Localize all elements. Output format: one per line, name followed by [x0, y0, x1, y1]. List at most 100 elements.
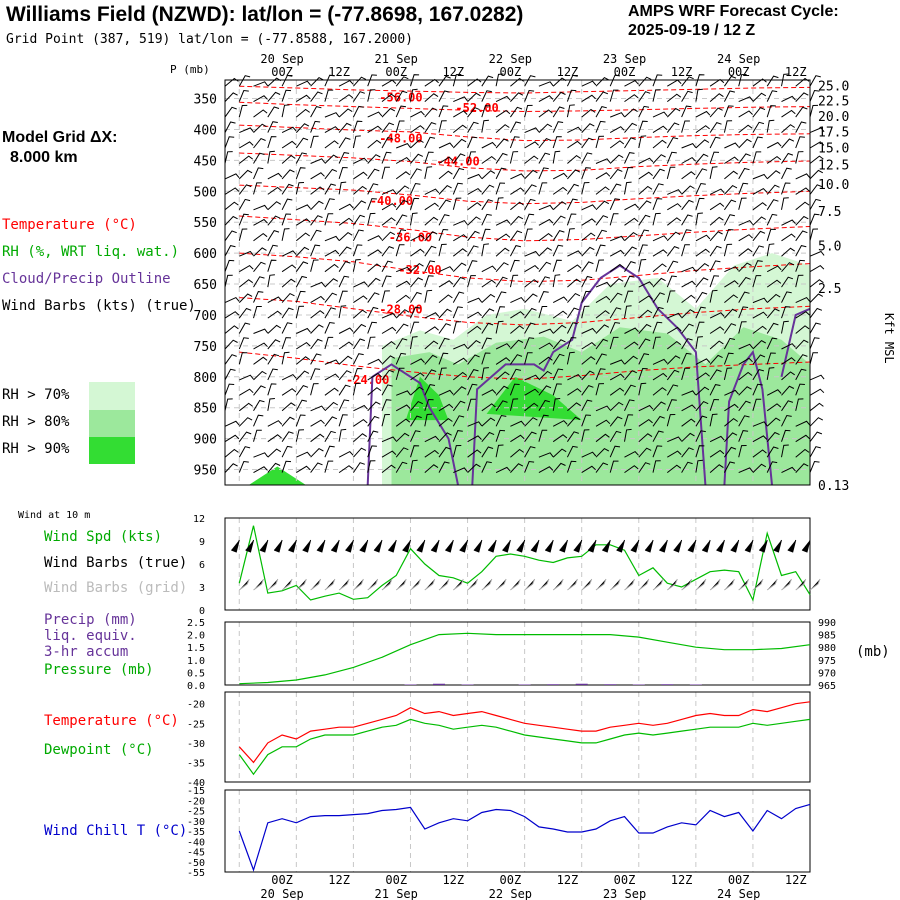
- wind-barb: [238, 228, 248, 241]
- wind-barb: [495, 219, 511, 226]
- wind-barb: [295, 108, 310, 118]
- wind-barb: [538, 356, 553, 365]
- wind-barb: [666, 275, 677, 288]
- wind-barb: [723, 199, 737, 211]
- wind-barb-grid: [624, 578, 635, 591]
- wind-barb: [595, 295, 611, 304]
- wind-barb: [438, 294, 453, 303]
- wind-barb: [595, 244, 606, 257]
- wind-barb: [766, 105, 776, 118]
- wind-barb: [295, 275, 308, 288]
- bottom-hour-label: 12Z: [785, 873, 807, 887]
- wind-barb: [781, 152, 794, 164]
- wind-barb: [495, 429, 506, 442]
- wind-barb: [381, 312, 397, 319]
- wind-barb: [310, 135, 319, 149]
- wind-barb: [281, 402, 296, 412]
- wind-barb: [524, 352, 533, 365]
- wind-barb: [552, 77, 567, 87]
- wind-barb: [324, 198, 335, 210]
- bottom-hour-label: 12Z: [671, 873, 693, 887]
- bottom-date-label: 24 Sep: [717, 887, 760, 900]
- wind-barb: [338, 181, 347, 195]
- wind-barb-true: [616, 539, 625, 553]
- wind-barb: [809, 104, 819, 118]
- wind-panel-tick-label: 12: [193, 514, 205, 525]
- wind-barb: [638, 76, 652, 87]
- wind-barb: [566, 74, 578, 87]
- wind-barb-grid: [296, 578, 307, 591]
- wind-barb: [681, 294, 696, 303]
- wind-barb: [310, 172, 325, 180]
- wind-barb: [310, 447, 324, 458]
- wind-barb: [638, 259, 647, 272]
- wind-barb: [595, 281, 611, 288]
- wind-barb: [495, 385, 509, 396]
- wind-barb-true: [359, 539, 369, 553]
- wind-barb: [809, 279, 824, 288]
- bottom-date-label: 21 Sep: [375, 887, 418, 900]
- wind-barb: [524, 184, 537, 195]
- wind-barb: [281, 388, 297, 396]
- wind-barb: [438, 446, 451, 458]
- wind-barb: [667, 326, 682, 334]
- wind-barb: [638, 105, 650, 118]
- wind-barb: [452, 445, 462, 458]
- wind-barb: [324, 140, 339, 149]
- wind-barb: [809, 402, 824, 412]
- windchill-panel-tick-label: -40: [187, 837, 205, 848]
- wind-barb: [438, 199, 451, 211]
- wind-barb: [781, 95, 796, 103]
- wind-barb: [467, 107, 480, 118]
- wind-barb: [638, 338, 651, 350]
- wind-barb: [381, 231, 396, 242]
- wind-barb: [524, 104, 533, 118]
- wind-barb: [766, 279, 782, 288]
- wind-barb: [324, 430, 336, 442]
- wind-barb: [766, 308, 780, 319]
- windchill-panel-tick-label: -25: [187, 807, 205, 818]
- wind-barb: [324, 278, 339, 288]
- wind-barb: [424, 289, 433, 303]
- wind-barb: [281, 307, 294, 319]
- wind-barb: [367, 277, 381, 288]
- wind-barb: [795, 121, 807, 133]
- wind-barb: [595, 120, 606, 133]
- wind-barb: [338, 428, 347, 442]
- wind-barb: [695, 386, 710, 396]
- wind-barb: [652, 198, 663, 210]
- wind-barb: [766, 155, 782, 164]
- wind-barb: [495, 320, 504, 334]
- wind-barb: [581, 465, 596, 474]
- pressure-tick-label: 450: [194, 154, 217, 169]
- wind-barb: [781, 414, 792, 427]
- wind-barb: [295, 385, 309, 396]
- wind-barb: [566, 337, 577, 350]
- wind-barb: [281, 154, 296, 164]
- temperature-contour-label: -24.00: [346, 373, 389, 387]
- wind-barb: [595, 447, 610, 458]
- wind-barb: [338, 399, 350, 412]
- wind-barb: [338, 152, 350, 164]
- wind-barb: [267, 420, 283, 427]
- wind-barb: [738, 262, 752, 273]
- wind-barb-true: [373, 539, 383, 553]
- model-grid-value: 8.000 km: [10, 149, 78, 166]
- wind-barb: [624, 399, 635, 412]
- bottom-hour-label: 12Z: [442, 873, 464, 887]
- wind-barb: [581, 232, 596, 242]
- wind-barb: [781, 109, 796, 118]
- wind-barb: [738, 197, 747, 210]
- wind-barb: [781, 182, 791, 195]
- wind-barb: [296, 451, 311, 458]
- wind-barb: [238, 293, 253, 303]
- wind-barb: [738, 371, 753, 381]
- wind-barb: [666, 217, 682, 226]
- wind-barb: [310, 259, 319, 272]
- pressure-line: [239, 632, 811, 685]
- model-grid-label: Model Grid ΔX:: [2, 129, 118, 146]
- windchill-panel-gridlines: [238, 790, 811, 872]
- wind-barb: [610, 359, 625, 365]
- wind-barb-grid: [310, 578, 322, 591]
- wind-barb: [338, 465, 354, 474]
